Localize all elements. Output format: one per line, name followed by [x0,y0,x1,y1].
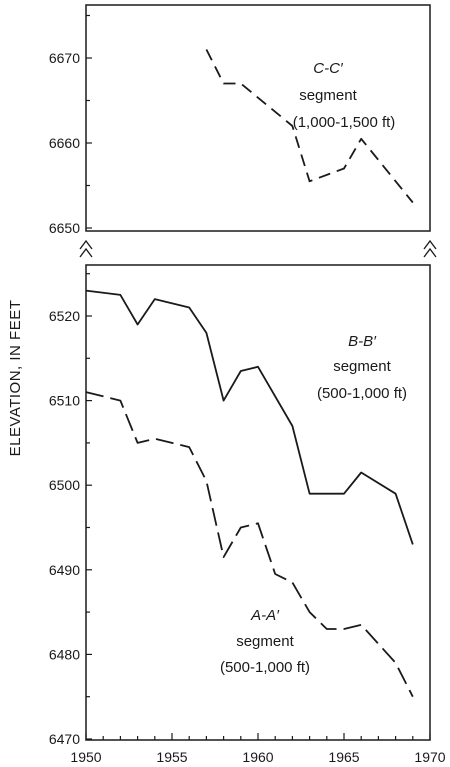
y-tick-label: 6500 [49,477,80,493]
y-tick-label: 6670 [49,50,80,66]
series-line [205,49,414,204]
annotation-aa-line2: (500-1,000 ft) [220,659,310,676]
y-tick-label: 6650 [49,220,80,236]
y-axis-title: ELEVATION, IN FEET [7,300,24,457]
x-tick-label: 1965 [328,749,359,765]
series-line [85,391,414,698]
annotation-cc: C-C′ segment (1,000-1,500 ft) [293,60,396,131]
axis-break-left [79,239,94,258]
y-tick-label: 6490 [49,562,80,578]
axis-break-right [423,239,438,258]
y-tick-label: 6480 [49,646,80,662]
annotation-bb-line1: segment [333,358,391,375]
series-layer [85,49,414,698]
top-panel-frame [85,4,431,232]
x-tick-label: 1955 [156,749,187,765]
annotation-cc-line1: segment [299,87,357,104]
annotation-bb-line2: (500-1,000 ft) [317,385,407,402]
ticks-layer: 1950 1955 1960 1965 1970 6650 6660 6670 6470 6480… [49,14,446,765]
annotation-aa-line1: segment [236,633,294,650]
x-tick-label: 1950 [70,749,101,765]
x-tick-label: 1960 [242,749,273,765]
annotation-aa: A-A′ segment (500-1,000 ft) [220,607,310,676]
x-tick-label: 1970 [414,749,445,765]
annotation-aa-title: A-A′ [250,607,280,624]
annotation-bb: B-B′ segment (500-1,000 ft) [317,333,407,402]
y-tick-label: 6520 [49,308,80,324]
y-tick-label: 6510 [49,393,80,409]
annotation-cc-title: C-C′ [313,60,344,77]
y-tick-label: 6470 [49,731,80,747]
series-line [85,289,414,545]
annotation-bb-title: B-B′ [348,333,377,350]
y-tick-label: 6660 [49,135,80,151]
annotation-cc-line2: (1,000-1,500 ft) [293,114,396,131]
